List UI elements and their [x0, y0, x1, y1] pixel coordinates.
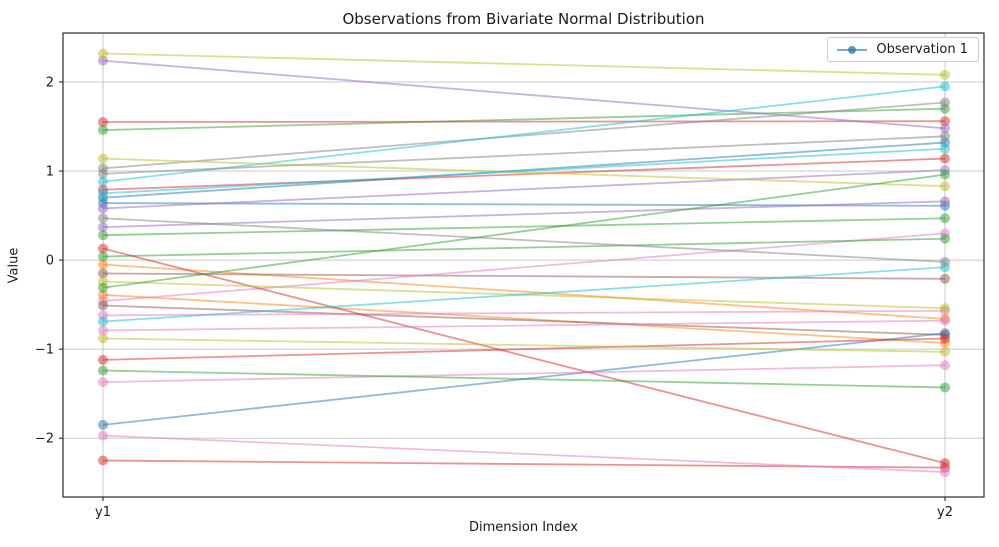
chart-title: Observations from Bivariate Normal Distr… [342, 10, 705, 28]
data-point-y1 [98, 333, 108, 344]
y-tick-label: 0 [46, 254, 54, 269]
data-point-y2 [940, 116, 950, 127]
data-point-y1 [98, 325, 108, 336]
x-tick-label: y2 [937, 505, 953, 520]
data-point-y2 [940, 81, 950, 92]
data-point-y1 [98, 251, 108, 262]
data-point-y2 [940, 360, 950, 371]
data-point-y2 [940, 69, 950, 80]
y-tick-label: −2 [35, 432, 54, 447]
observation-line [102, 293, 946, 344]
observation-line [102, 337, 946, 361]
observation-line [102, 272, 946, 280]
data-point-y2 [940, 262, 950, 273]
axes-spines [62, 32, 985, 498]
data-point-y2 [940, 467, 950, 478]
data-point-y2 [940, 153, 950, 164]
legend-marker-icon [837, 45, 868, 54]
observation-line [102, 237, 946, 258]
observation-line [102, 147, 946, 195]
data-point-y2 [940, 169, 950, 180]
y-tick-label: 2 [46, 75, 54, 90]
observation-line [102, 232, 946, 302]
data-point-y1 [98, 213, 108, 224]
observation-line [102, 157, 946, 191]
data-point-y2 [940, 123, 950, 134]
data-point-y1 [98, 168, 108, 179]
observation-line [102, 101, 946, 170]
observation-line [102, 85, 946, 183]
data-point-y2 [940, 303, 950, 314]
observation-line [102, 369, 946, 389]
data-point-y2 [940, 333, 950, 344]
data-point-y1 [98, 300, 108, 311]
data-point-y1 [98, 259, 108, 270]
data-point-y2 [940, 97, 950, 108]
data-point-y1 [98, 203, 108, 214]
observation-line [102, 247, 946, 465]
y-axis-label: Value [6, 247, 22, 284]
data-point-y1 [98, 377, 108, 388]
observation-line [102, 217, 946, 263]
observation-line [102, 304, 946, 336]
data-point-y1 [98, 117, 108, 128]
data-point-y1 [98, 230, 108, 241]
data-point-y1 [98, 365, 108, 376]
observation-line [102, 309, 946, 317]
data-point-y2 [940, 143, 950, 154]
data-point-y1 [98, 289, 108, 300]
data-point-y1 [98, 243, 108, 254]
observation-line [102, 120, 946, 123]
y-tick-label: 1 [46, 165, 54, 180]
data-point-y2 [940, 382, 950, 393]
data-point-y1 [98, 55, 108, 66]
data-point-y1 [98, 48, 108, 59]
observation-line [102, 319, 946, 332]
data-point-y1 [98, 419, 108, 430]
data-point-y2 [940, 233, 950, 244]
observation-line [102, 200, 946, 229]
observation-line [102, 266, 946, 323]
data-point-y2 [940, 213, 950, 224]
observation-line [102, 217, 946, 237]
data-point-y1 [98, 316, 108, 327]
observation-line [102, 169, 946, 210]
observation-line [102, 135, 946, 175]
data-point-y1 [98, 153, 108, 164]
legend-label: Observation 1 [876, 42, 968, 57]
x-tick-label: y1 [95, 505, 111, 520]
data-point-y1 [98, 188, 108, 199]
observation-line [102, 52, 946, 76]
observation-line [102, 434, 946, 473]
data-point-y2 [940, 181, 950, 192]
data-point-y1 [98, 268, 108, 279]
data-point-y1 [98, 455, 108, 466]
observation-line [102, 157, 946, 188]
observation-line [102, 337, 946, 353]
data-point-y1 [98, 354, 108, 365]
data-point-y2 [940, 273, 950, 284]
data-point-y2 [940, 196, 950, 207]
data-point-y1 [98, 125, 108, 136]
legend: Observation 1 [827, 37, 979, 62]
data-point-y2 [940, 315, 950, 326]
y-tick-label: −1 [35, 343, 54, 358]
data-point-y2 [940, 131, 950, 142]
observation-line [102, 107, 946, 131]
observation-line [102, 173, 946, 289]
data-point-y1 [98, 430, 108, 441]
data-point-y2 [940, 346, 950, 357]
observation-line [102, 364, 946, 384]
x-axis-label: Dimension Index [468, 520, 579, 535]
data-point-y1 [98, 282, 108, 293]
observation-line [102, 59, 946, 130]
data-point-y1 [98, 176, 108, 187]
data-point-y1 [98, 222, 108, 233]
